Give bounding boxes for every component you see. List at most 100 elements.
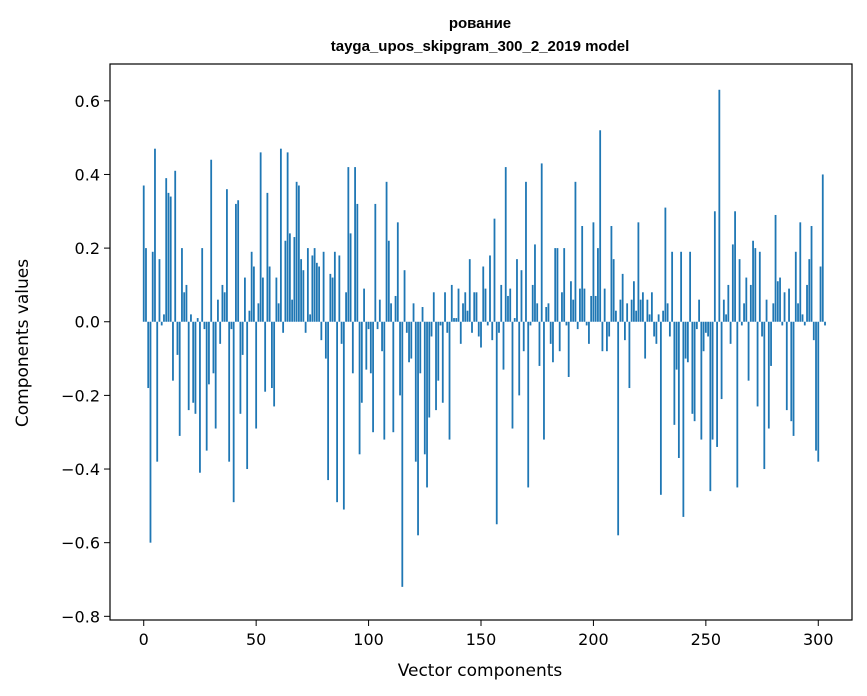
y-tick-label: −0.2	[61, 386, 100, 405]
bars-group	[142, 89, 826, 587]
bar-1	[145, 248, 147, 322]
bar-295	[806, 284, 808, 322]
bar-225	[648, 314, 651, 322]
bar-68	[295, 181, 298, 322]
bar-61	[279, 148, 282, 322]
bar-229	[657, 314, 660, 322]
bar-173	[531, 284, 534, 322]
y-axis-label: Components values	[13, 259, 33, 427]
bar-82	[327, 321, 330, 481]
bar-0	[142, 185, 145, 322]
bar-58	[273, 321, 276, 407]
bar-72	[304, 321, 307, 333]
bar-94	[354, 167, 356, 322]
bar-247	[698, 299, 701, 322]
bar-191	[572, 299, 575, 322]
bar-142	[462, 303, 464, 322]
bar-63	[284, 240, 287, 322]
bar-163	[509, 288, 512, 322]
bar-246	[695, 321, 698, 330]
bar-129	[432, 292, 435, 322]
bar-198	[588, 321, 590, 344]
bar-157	[495, 321, 498, 525]
bar-178	[543, 321, 545, 440]
bar-154	[489, 255, 491, 322]
bar-269	[747, 321, 750, 381]
bar-49	[253, 266, 255, 322]
bar-120	[412, 303, 415, 322]
bar-185	[558, 321, 561, 352]
bar-177	[540, 163, 543, 322]
bar-263	[734, 211, 736, 322]
bar-131	[437, 321, 440, 381]
bar-75	[311, 255, 314, 322]
bar-135	[446, 321, 449, 333]
y-axis-ticks: −0.8 −0.6 −0.4 −0.2 0.0 0.2 0.4 0.6	[61, 92, 110, 626]
bar-26	[201, 248, 204, 322]
bar-294	[803, 321, 806, 326]
bar-52	[259, 152, 262, 322]
bar-212	[619, 299, 622, 322]
bar-274	[758, 251, 761, 322]
bar-260	[727, 284, 730, 322]
chart-title: рование	[449, 15, 511, 32]
bar-76	[313, 248, 316, 322]
bar-252	[709, 321, 712, 492]
bar-278	[767, 321, 770, 429]
bar-51	[257, 303, 260, 322]
bar-265	[738, 259, 741, 322]
bar-213	[621, 273, 624, 322]
bar-104	[376, 321, 379, 330]
bar-2	[147, 321, 150, 389]
bar-90	[345, 292, 347, 322]
bar-249	[702, 321, 705, 352]
bar-221	[639, 299, 642, 322]
bar-37	[226, 189, 228, 322]
bar-136	[448, 321, 451, 440]
x-tick-label: 150	[466, 630, 497, 649]
x-tick-label: 250	[691, 630, 722, 649]
bar-27	[203, 321, 206, 330]
bar-42	[237, 200, 240, 322]
bar-188	[565, 321, 568, 326]
bar-110	[390, 303, 392, 322]
bar-242	[686, 321, 689, 363]
bar-34	[219, 321, 222, 344]
bar-66	[291, 299, 294, 322]
bar-293	[801, 314, 804, 322]
bar-227	[653, 321, 656, 337]
bar-234	[668, 321, 671, 337]
bar-167	[518, 321, 521, 396]
bar-35	[221, 284, 224, 322]
x-axis-ticks: 0 50 100 150 200 250 300	[139, 620, 834, 649]
bar-175	[536, 303, 539, 322]
y-tick-label: 0.6	[75, 92, 100, 111]
bar-300	[817, 321, 820, 462]
bar-48	[250, 251, 253, 322]
bar-243	[689, 251, 692, 322]
bar-155	[491, 321, 494, 341]
bar-40	[232, 321, 235, 503]
bar-168	[520, 270, 523, 322]
bar-186	[561, 292, 563, 322]
bar-71	[302, 270, 305, 322]
bar-30	[210, 159, 213, 322]
bar-222	[641, 292, 644, 322]
bar-122	[417, 321, 419, 536]
bar-123	[419, 321, 422, 374]
bar-248	[700, 321, 703, 440]
bar-302	[821, 174, 824, 322]
chart-subtitle: tayga_upos_skipgram_300_2_2019 model	[331, 38, 630, 55]
bar-259	[725, 314, 727, 322]
bar-25	[199, 321, 201, 473]
bar-235	[671, 251, 674, 322]
bar-184	[556, 248, 559, 322]
bar-16	[178, 321, 181, 436]
x-tick-label: 200	[578, 630, 609, 649]
bar-299	[815, 321, 817, 451]
bar-210	[615, 310, 617, 322]
bar-116	[403, 270, 406, 322]
bar-97	[360, 321, 363, 403]
bar-254	[713, 211, 716, 322]
bar-162	[507, 295, 509, 322]
